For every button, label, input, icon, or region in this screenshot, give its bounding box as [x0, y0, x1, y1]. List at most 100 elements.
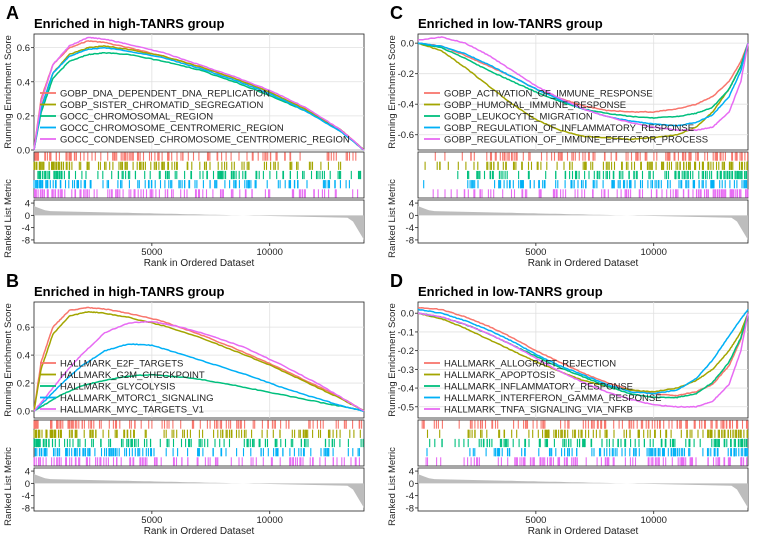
series-line — [33, 320, 365, 412]
metric-ytick-label: -8 — [406, 235, 414, 246]
xtick-label: 5000 — [525, 515, 546, 526]
panel-title: Enriched in low-TANRS group — [418, 16, 603, 31]
metric-ytick-label: -4 — [22, 223, 30, 234]
es-ytick-label: 0.4 — [17, 351, 30, 362]
panel-letter: A — [6, 3, 19, 23]
metric-frame — [33, 467, 365, 512]
legend-label: HALLMARK_INTERFERON_GAMMA_RESPONSE — [444, 393, 662, 404]
metric-ytick-label: -8 — [22, 503, 30, 514]
series-line — [33, 373, 365, 412]
metric-ytick-label: -8 — [22, 235, 30, 246]
metric-frame — [417, 467, 749, 512]
panel-letter: D — [390, 271, 403, 291]
es-ytick-label: -0.1 — [398, 327, 414, 338]
es-ytick-label: 0.0 — [17, 407, 30, 418]
legend-label: HALLMARK_MTORC1_SIGNALING — [60, 393, 213, 404]
x-axis-label: Rank in Ordered Dataset — [528, 258, 639, 269]
panel-title: Enriched in high-TANRS group — [34, 16, 224, 31]
legend-label: GOCC_CHROMOSOMAL_REGION — [60, 112, 213, 123]
panel-b: B Enriched in high-TANRS group 0.0 0.2 0.4 0.… — [3, 271, 365, 537]
es-ylabel: Running Enrichment Score — [3, 303, 14, 417]
legend-label: HALLMARK_MYC_TARGETS_V1 — [60, 405, 204, 416]
series-line — [33, 306, 365, 412]
es-ylabel: Running Enrichment Score — [3, 35, 14, 149]
legend-label: GOCC_CHROMOSOME_CENTROMERIC_REGION — [60, 123, 284, 134]
metric-ytick-label: 4 — [25, 467, 30, 478]
x-axis-label: Rank in Ordered Dataset — [144, 526, 255, 537]
metric-area — [418, 206, 748, 240]
metric-ytick-label: 4 — [409, 199, 414, 210]
series-line — [417, 308, 749, 395]
metric-area — [418, 474, 748, 508]
es-ytick-label: 0.0 — [17, 146, 30, 157]
metric-ytick-label: 0 — [409, 479, 414, 490]
metric-ytick-label: 0 — [409, 211, 414, 222]
es-frame — [33, 33, 365, 151]
metric-frame — [417, 199, 749, 244]
es-ytick-label: 0.6 — [17, 43, 30, 54]
metric-ytick-label: 0 — [25, 479, 30, 490]
es-ytick-label: -0.4 — [398, 384, 414, 395]
es-ylabel: Running Enrichment Score — [387, 35, 398, 149]
es-ytick-label: -0.5 — [398, 402, 414, 413]
xtick-label: 10000 — [257, 247, 283, 258]
metric-area — [34, 206, 364, 240]
panel-letter: C — [390, 3, 403, 23]
legend-label: HALLMARK_INFLAMMATORY_RESPONSE — [444, 382, 633, 393]
es-ytick-label: -0.4 — [398, 100, 414, 111]
metric-ytick-label: -4 — [406, 223, 414, 234]
legend-label: GOCC_CONDENSED_CHROMOSOME_CENTROMERIC_RE… — [60, 135, 350, 146]
legend-label: HALLMARK_APOPTOSIS — [444, 370, 555, 381]
es-frame — [417, 301, 749, 419]
legend-label: GOBP_DNA_DEPENDENT_DNA_REPLICATION — [60, 89, 270, 100]
metric-ytick-label: -4 — [406, 491, 414, 502]
es-ytick-label: -0.6 — [398, 130, 414, 141]
metric-frame — [33, 199, 365, 244]
es-ytick-label: 0.0 — [401, 39, 414, 50]
x-axis-label: Rank in Ordered Dataset — [528, 526, 639, 537]
series-line — [417, 42, 749, 113]
xtick-label: 5000 — [141, 247, 162, 258]
es-ytick-label: 0.0 — [401, 309, 414, 320]
es-ytick-label: -0.2 — [398, 69, 414, 80]
metric-ylabel: Ranked List Metric — [3, 447, 14, 526]
legend-label: HALLMARK_GLYCOLYSIS — [60, 382, 175, 393]
es-ytick-label: 0.6 — [17, 323, 30, 334]
panel-c: C Enriched in low-TANRS group 0.0 -0.2 -0.4 -… — [387, 3, 749, 269]
metric-ytick-label: 4 — [25, 199, 30, 210]
metric-ytick-label: 0 — [25, 211, 30, 222]
legend-label: GOBP_SISTER_CHROMATID_SEGREGATION — [60, 100, 264, 111]
es-ytick-label: 0.2 — [17, 379, 30, 390]
panel-d: D Enriched in low-TANRS group 0.0 -0.1 -0.2 -… — [387, 271, 749, 537]
series-line — [417, 312, 749, 408]
xtick-label: 5000 — [525, 247, 546, 258]
xtick-label: 10000 — [641, 515, 667, 526]
es-ytick-label: 0.4 — [17, 77, 30, 88]
legend-label: GOBP_LEUKOCYTE_MIGRATION — [444, 112, 593, 123]
es-ytick-label: -0.2 — [398, 346, 414, 357]
metric-ylabel: Ranked List Metric — [3, 179, 14, 258]
legend-label: HALLMARK_ALLOGRAFT_REJECTION — [444, 359, 616, 370]
series-line — [417, 42, 749, 119]
legend-label: HALLMARK_TNFA_SIGNALING_VIA_NFKB — [444, 405, 633, 416]
panel-letter: B — [6, 271, 19, 291]
metric-ylabel: Ranked List Metric — [387, 179, 398, 258]
metric-ytick-label: 4 — [409, 467, 414, 478]
legend-label: GOBP_ACTIVATION_OF_IMMUNE_RESPONSE — [444, 89, 653, 100]
es-ytick-label: -0.3 — [398, 365, 414, 376]
legend-label: GOBP_REGULATION_OF_IMMUNE_EFFECTOR_PROCE… — [444, 135, 708, 146]
legend-label: GOBP_REGULATION_OF_INFLAMMATORY_RESPONSE — [444, 123, 694, 134]
series-line — [417, 42, 749, 141]
metric-ytick-label: -4 — [22, 491, 30, 502]
series-line — [417, 306, 749, 397]
panel-title: Enriched in low-TANRS group — [418, 284, 603, 299]
es-ylabel: Running Enrichment Score — [387, 303, 398, 417]
xtick-label: 5000 — [141, 515, 162, 526]
metric-ylabel: Ranked List Metric — [387, 447, 398, 526]
legend-label: HALLMARK_E2F_TARGETS — [60, 359, 183, 370]
series-line — [33, 343, 364, 412]
panel-title: Enriched in high-TANRS group — [34, 284, 224, 299]
metric-area — [34, 474, 364, 508]
x-axis-label: Rank in Ordered Dataset — [144, 258, 255, 269]
